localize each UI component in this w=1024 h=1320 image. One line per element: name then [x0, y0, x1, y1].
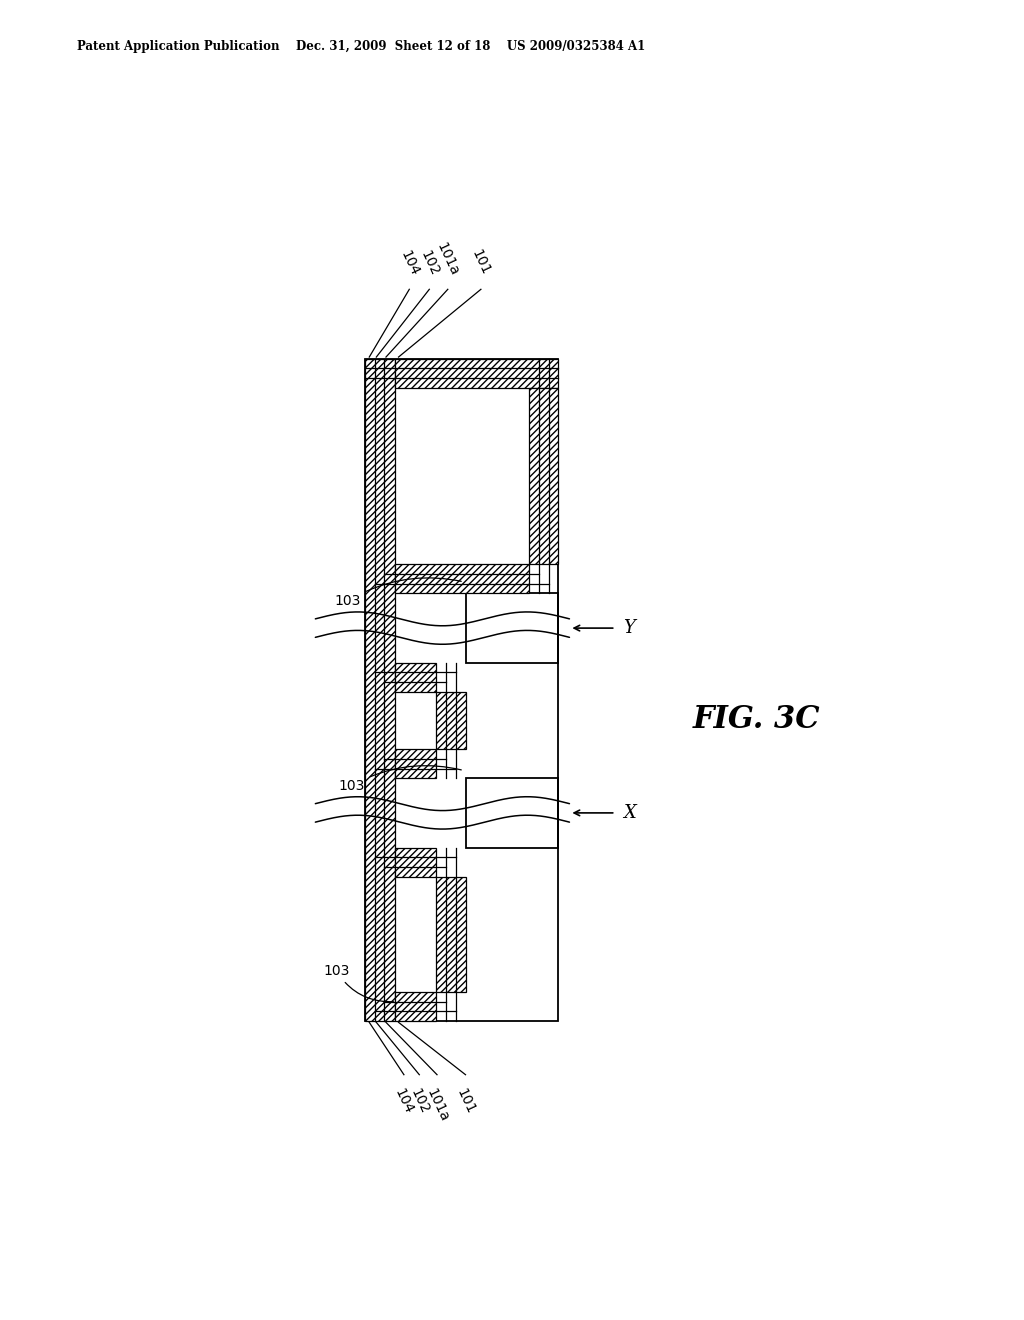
- Text: Y: Y: [624, 619, 635, 638]
- Text: 101a: 101a: [423, 1086, 451, 1125]
- Text: 103: 103: [339, 766, 461, 793]
- Text: 101: 101: [469, 248, 493, 277]
- Bar: [436, 692, 466, 748]
- Text: Patent Application Publication    Dec. 31, 2009  Sheet 12 of 18    US 2009/03253: Patent Application Publication Dec. 31, …: [77, 40, 645, 53]
- Bar: [394, 991, 436, 1020]
- Polygon shape: [366, 359, 558, 1020]
- Bar: [394, 359, 558, 388]
- Bar: [528, 388, 558, 564]
- Text: 101a: 101a: [434, 240, 462, 277]
- Text: FIG. 3C: FIG. 3C: [692, 704, 820, 735]
- Text: 104: 104: [392, 1086, 416, 1117]
- Bar: [394, 748, 436, 779]
- Text: 101: 101: [454, 1086, 477, 1117]
- Bar: [394, 663, 436, 692]
- Text: 102: 102: [418, 248, 441, 277]
- Text: X: X: [624, 804, 636, 822]
- Text: 103: 103: [323, 964, 393, 1002]
- Bar: [436, 876, 466, 991]
- Bar: [394, 564, 528, 594]
- Text: 104: 104: [397, 248, 421, 277]
- Text: 103: 103: [335, 578, 461, 609]
- Text: 102: 102: [408, 1086, 431, 1117]
- Bar: [366, 359, 394, 1020]
- Bar: [394, 847, 436, 876]
